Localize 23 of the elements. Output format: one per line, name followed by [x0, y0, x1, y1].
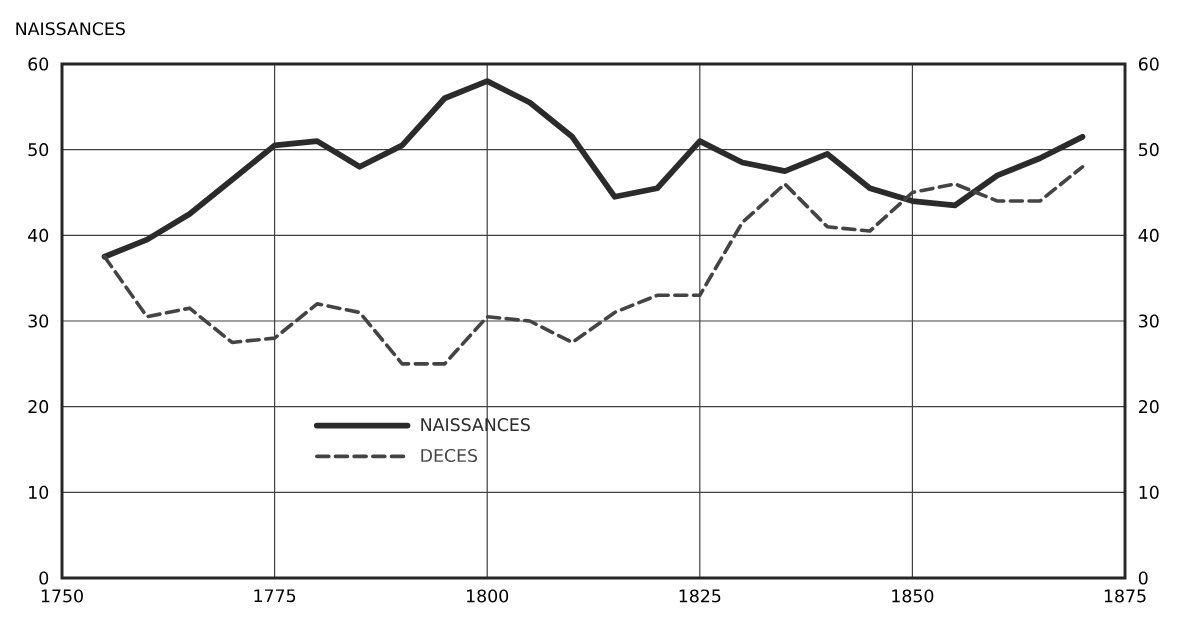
y2-tick-label: 50: [1139, 143, 1159, 157]
y-tick-label: 50: [28, 143, 49, 157]
x-tick-label: 1750: [41, 589, 83, 603]
x-tick-label: 1850: [892, 589, 934, 603]
x-tick-label: 1825: [679, 589, 721, 603]
text: DECES: [421, 448, 478, 463]
y-axis-title: NAISSANCES: [16, 22, 125, 36]
y2-tick-label: 30: [1139, 314, 1159, 328]
y-tick-label: 40: [28, 228, 49, 242]
y2-tick-label: 10: [1139, 485, 1159, 499]
x-tick-label: 1875: [1104, 589, 1146, 603]
y2-tick-label: 20: [1139, 400, 1159, 414]
y-tick-label: 20: [28, 400, 49, 414]
line-series: [102, 165, 1085, 366]
y-tick-label: 10: [29, 485, 49, 499]
y-tick-label: 30: [28, 314, 49, 328]
y-tick-label: 0: [39, 571, 49, 585]
x-tick-label: 1775: [254, 589, 296, 603]
x-tick-label: 1800: [467, 589, 509, 603]
y-tick-label: 60: [28, 57, 49, 71]
y2-tick-label: 40: [1138, 228, 1159, 242]
y2-tick-label: 0: [1138, 571, 1148, 585]
y2-tick-label: 60: [1138, 57, 1159, 71]
